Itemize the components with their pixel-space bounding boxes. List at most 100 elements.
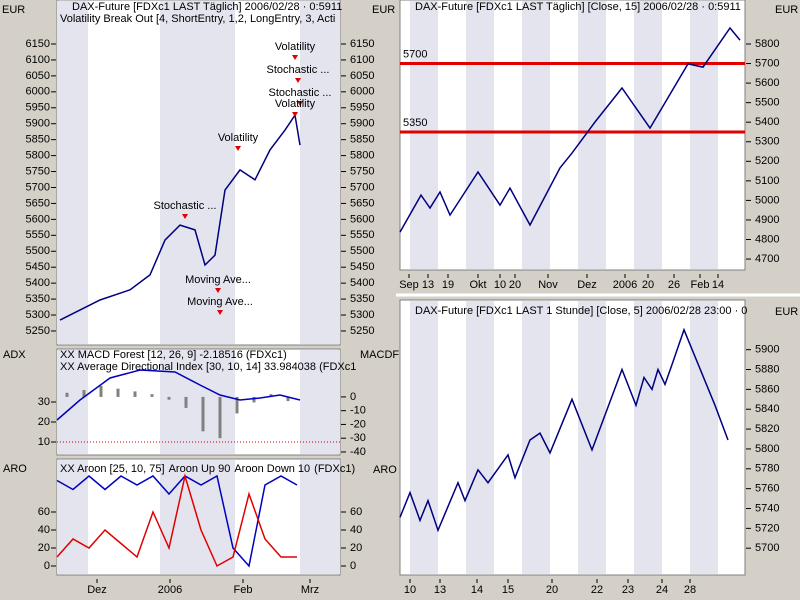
y2-tick-label: 40 [350, 524, 362, 536]
stripe [300, 1, 340, 344]
x-tick-label: Dez [87, 584, 107, 596]
y-tick-label: 5840 [755, 403, 779, 415]
y-tick-label: 5300 [755, 136, 779, 148]
y-tick-label: 6000 [350, 86, 374, 98]
y-tick-label: 20 [38, 542, 50, 554]
x-tick-label: 15 [502, 584, 514, 596]
y-tick-label: 5800 [26, 150, 50, 162]
y-tick-label: 5850 [26, 134, 50, 146]
y-tick-label: 5900 [26, 118, 50, 130]
stripes [57, 1, 718, 574]
y-tick-label: 10 [38, 436, 50, 448]
x-tick-label: Dez [577, 279, 597, 291]
panel-title: XX Average Directional Index [30, 10, 14… [60, 361, 356, 373]
stripe [466, 1, 494, 269]
panel-title: XX MACD Forest [12, 26, 9] -2.18516 (FDX… [60, 349, 287, 361]
y-tick-label: 5950 [26, 102, 50, 114]
stripe [160, 350, 235, 454]
y-tick-label: 30 [38, 396, 50, 408]
panel-title: Volatility Break Out [4, ShortEntry, 1,2… [60, 13, 335, 25]
y-tick-label: 5780 [755, 463, 779, 475]
bar [167, 396, 171, 400]
bar [116, 388, 120, 397]
annotation-arrow [292, 55, 298, 60]
series-line [399, 327, 729, 533]
stripe [300, 350, 340, 454]
annotation: Volatility [218, 132, 259, 144]
unit-label: EUR [775, 4, 798, 16]
series-line [56, 473, 297, 568]
y-tick-label: 5550 [350, 229, 374, 241]
y-tick-label: 5740 [755, 502, 779, 514]
x-tick-label: Okt [469, 279, 486, 291]
y-tick-label: 20 [38, 416, 50, 428]
x-tick-label: 10 [494, 279, 506, 291]
annotation: Stochastic ... [154, 200, 217, 212]
y-tick-label: 6050 [350, 70, 374, 82]
y2-tick-label: 20 [350, 542, 362, 554]
stripe [57, 350, 88, 454]
stripe [300, 460, 340, 574]
y-tick-label: 5760 [755, 483, 779, 495]
x-tick-label: 13 [434, 584, 446, 596]
bar [218, 396, 222, 439]
stripe [522, 301, 550, 574]
hourly-panel [399, 299, 746, 576]
y-tick-label: 4900 [755, 214, 779, 226]
series-line [56, 474, 298, 568]
bar [65, 392, 69, 397]
stripe [690, 1, 718, 269]
y-tick-label: 5950 [350, 102, 374, 114]
series-line [59, 113, 301, 321]
unit-label: ADX [3, 349, 26, 361]
y-tick-label: 5700 [755, 542, 779, 554]
x-tick-label: 20 [642, 279, 654, 291]
bar [133, 391, 137, 397]
y-tick-label: 5600 [755, 77, 779, 89]
bar [201, 396, 205, 432]
bar [235, 396, 239, 414]
bar [252, 396, 256, 403]
stripe [160, 1, 235, 344]
x-tick-label: Feb [691, 279, 710, 291]
bar [286, 396, 290, 402]
x-tick-label: 20 [546, 584, 558, 596]
y-tick-label: 5000 [755, 194, 779, 206]
y-tick-label: 5400 [26, 277, 50, 289]
y-tick-label: 5850 [350, 134, 374, 146]
y-tick-label: 5200 [755, 155, 779, 167]
y-tick-label: 5720 [755, 522, 779, 534]
annotation: Volatility [275, 98, 316, 110]
annotation: Stochastic ... [267, 64, 330, 76]
annotation-arrow [297, 101, 303, 106]
y-tick-label: 5500 [350, 245, 374, 257]
stripe [634, 301, 662, 574]
x-tick-label: 26 [668, 279, 680, 291]
stripe [578, 301, 606, 574]
y-tick-label: 4800 [755, 233, 779, 245]
y2-tick-label: -20 [350, 418, 366, 430]
y-tick-label: 5800 [350, 150, 374, 162]
y2-tick-label: -10 [350, 405, 366, 417]
x-tick-label: Sep [399, 279, 419, 291]
stripe [690, 301, 718, 574]
panel-title: XX Aroon [25, 10, 75] [60, 463, 165, 475]
y-tick-label: 5400 [350, 277, 374, 289]
x-tick-label: 14 [471, 584, 483, 596]
y-tick-label: 5860 [755, 383, 779, 395]
panel-title: DAX-Future [FDXc1 LAST Täglich] [Close, … [415, 1, 741, 13]
stripe [410, 301, 438, 574]
panel-title: DAX-Future [FDXc1 LAST 1 Stunde] [Close,… [415, 305, 747, 317]
x-tick-label: 2006 [158, 584, 182, 596]
unit-label: EUR [775, 306, 798, 318]
y-tick-label: 5900 [350, 118, 374, 130]
y2-tick-label: -30 [350, 432, 366, 444]
y-tick-label: 5350 [350, 293, 374, 305]
x-tick-label: 2006 [613, 279, 637, 291]
y-tick-label: 5500 [755, 97, 779, 109]
stripe [634, 1, 662, 269]
x-tick-label: 13 [422, 279, 434, 291]
y-tick-label: 6000 [26, 86, 50, 98]
annotation: Moving Ave... [187, 296, 253, 308]
